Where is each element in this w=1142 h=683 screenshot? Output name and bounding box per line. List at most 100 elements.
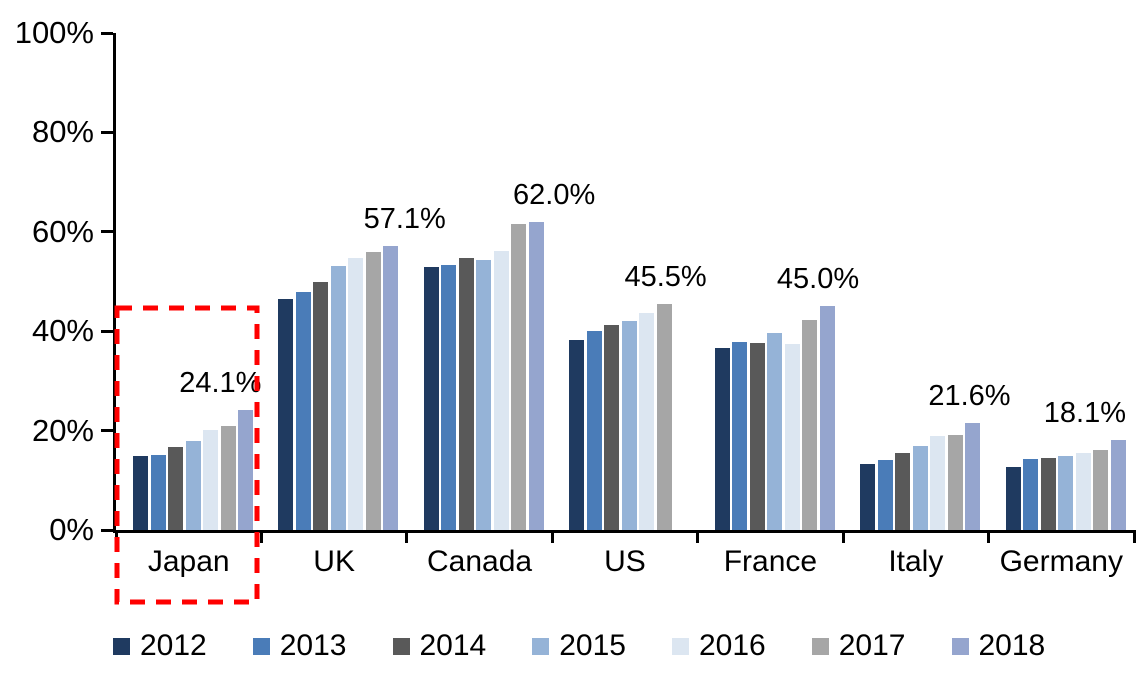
legend-swatch-icon bbox=[532, 637, 550, 655]
bar-japan-2018 bbox=[238, 410, 253, 530]
legend-item-2018: 2018 bbox=[951, 629, 1045, 663]
bar-italy-2018 bbox=[965, 422, 981, 530]
bar-italy-2016 bbox=[930, 436, 946, 530]
bar-france-2018 bbox=[819, 306, 835, 530]
bar-france-2016 bbox=[784, 343, 800, 530]
x-axis-tick bbox=[1132, 530, 1136, 543]
x-axis-label-us: US bbox=[604, 545, 646, 578]
bar-japan-2012 bbox=[133, 456, 148, 530]
x-axis-label-germany: Germany bbox=[999, 545, 1123, 578]
bar-canada-2018 bbox=[528, 221, 544, 530]
data-label-italy: 21.6% bbox=[928, 379, 1011, 412]
bar-uk-2017 bbox=[365, 252, 381, 530]
data-label-japan: 24.1% bbox=[179, 367, 262, 400]
legend-item-2015: 2015 bbox=[532, 629, 626, 663]
y-axis-tick bbox=[101, 429, 113, 433]
bar-uk-2015 bbox=[330, 266, 346, 530]
bar-us-2015 bbox=[621, 320, 637, 530]
bar-italy-2017 bbox=[947, 435, 963, 530]
y-axis-label: 0% bbox=[49, 512, 94, 547]
bar-japan-2013 bbox=[150, 454, 166, 530]
x-axis-label-italy: Italy bbox=[888, 545, 944, 578]
bar-us-2016 bbox=[639, 313, 655, 530]
legend-item-2012: 2012 bbox=[113, 629, 207, 663]
bar-group-japan: 24.1% Japan bbox=[116, 33, 262, 578]
legend: 2012 2013 2014 2015 2016 2017 2018 bbox=[113, 629, 1045, 663]
data-label-us: 45.5% bbox=[624, 260, 707, 293]
legend-item-2017: 2017 bbox=[811, 629, 906, 663]
bar-us-2014 bbox=[604, 325, 620, 530]
y-axis-label: 100% bbox=[14, 15, 94, 50]
data-label-germany: 18.1% bbox=[1043, 397, 1126, 430]
bar-japan-2015 bbox=[185, 440, 201, 530]
legend-swatch-icon bbox=[811, 637, 829, 655]
x-axis-label-france: France bbox=[723, 545, 818, 578]
x-axis-tick bbox=[550, 530, 554, 543]
x-axis-tick bbox=[405, 530, 409, 543]
bar-japan-2016 bbox=[203, 430, 218, 530]
y-axis-label: 80% bbox=[31, 114, 94, 150]
x-axis-tick bbox=[259, 530, 263, 543]
legend-item-2013: 2013 bbox=[252, 629, 347, 663]
bar-canada-2017 bbox=[511, 224, 527, 530]
x-axis-label-japan: Japan bbox=[147, 545, 230, 578]
y-axis-tick bbox=[101, 230, 113, 234]
legend-label: 2012 bbox=[140, 629, 207, 662]
bar-group-us: 45.5% US bbox=[552, 33, 707, 578]
bar-france-2013 bbox=[732, 342, 748, 530]
bar-group-uk: 57.1% UK bbox=[261, 33, 446, 578]
bar-germany-2018 bbox=[1110, 440, 1126, 530]
legend-swatch-icon bbox=[672, 637, 689, 655]
bar-uk-2013 bbox=[295, 292, 311, 530]
bar-japan-2014 bbox=[168, 447, 183, 530]
bar-italy-2012 bbox=[860, 463, 876, 530]
legend-label: 2017 bbox=[838, 629, 906, 662]
bar-france-2015 bbox=[767, 333, 783, 530]
x-axis-label-canada: Canada bbox=[427, 545, 533, 578]
legend-item-2016: 2016 bbox=[672, 629, 766, 663]
legend-label: 2016 bbox=[699, 629, 766, 662]
legend-swatch-icon bbox=[392, 637, 410, 655]
bar-group-canada: 62.0% Canada bbox=[407, 33, 595, 578]
x-axis-tick bbox=[841, 530, 845, 543]
data-label-uk: 57.1% bbox=[363, 203, 446, 236]
bar-france-2014 bbox=[749, 342, 765, 530]
plot-area: 24.1% Japan 57.1% UK 62.0% Canada 45.5% US 45.0%… bbox=[101, 31, 1136, 578]
bar-france-2012 bbox=[714, 348, 730, 530]
x-axis-tick bbox=[987, 530, 991, 543]
data-label-canada: 62.0% bbox=[513, 178, 596, 211]
bar-uk-2012 bbox=[278, 299, 294, 530]
bar-germany-2016 bbox=[1075, 453, 1091, 530]
bar-uk-2018 bbox=[383, 246, 399, 530]
bar-italy-2014 bbox=[895, 453, 911, 530]
y-axis-label: 60% bbox=[31, 213, 94, 249]
bar-germany-2014 bbox=[1040, 458, 1056, 530]
y-axis-tick bbox=[101, 31, 113, 35]
bar-canada-2013 bbox=[441, 265, 457, 530]
x-axis-tick bbox=[114, 530, 118, 543]
bar-group-italy: 21.6% Italy bbox=[843, 33, 1011, 578]
bar-canada-2015 bbox=[476, 259, 492, 530]
x-axis-label-uk: UK bbox=[313, 545, 355, 578]
x-axis-tick bbox=[696, 530, 700, 543]
bar-uk-2014 bbox=[313, 281, 329, 530]
bar-us-2017 bbox=[656, 303, 672, 530]
y-axis-tick bbox=[101, 130, 113, 134]
bar-canada-2016 bbox=[493, 251, 509, 530]
legend-label: 2013 bbox=[279, 629, 347, 662]
bar-germany-2013 bbox=[1023, 459, 1039, 530]
legend-item-2014: 2014 bbox=[392, 629, 486, 663]
bar-canada-2012 bbox=[423, 266, 439, 530]
bar-us-2013 bbox=[586, 330, 602, 530]
bar-france-2017 bbox=[802, 319, 818, 530]
y-axis-tick bbox=[101, 329, 113, 333]
data-label-france: 45.0% bbox=[776, 263, 860, 296]
bar-germany-2015 bbox=[1058, 455, 1074, 530]
y-axis-label: 40% bbox=[31, 313, 94, 349]
bar-japan-2017 bbox=[220, 425, 236, 530]
bar-italy-2015 bbox=[912, 446, 928, 530]
legend-swatch-icon bbox=[113, 637, 130, 655]
y-axis-tick bbox=[101, 528, 113, 532]
legend-swatch-icon bbox=[252, 637, 270, 655]
